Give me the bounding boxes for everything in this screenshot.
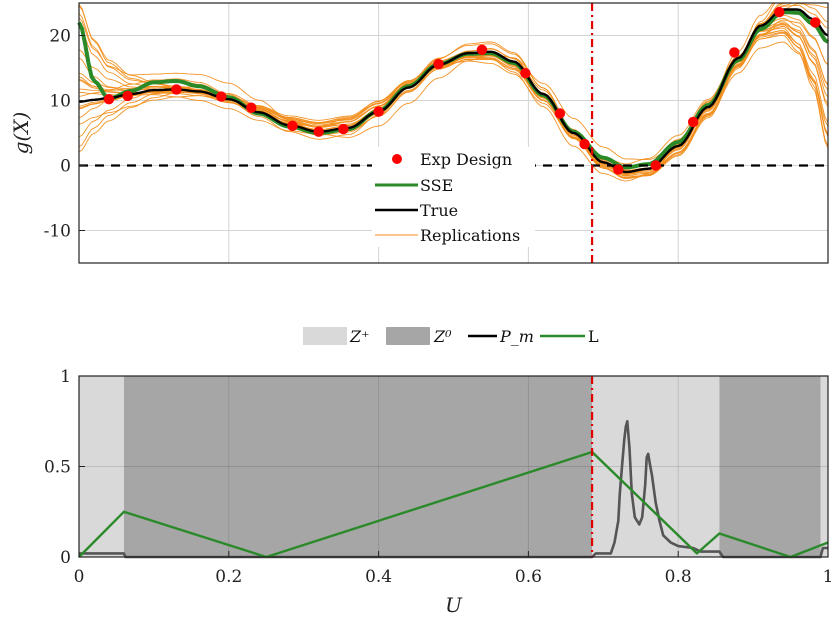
l-curve bbox=[78, 450, 829, 559]
exp-design-point-8 bbox=[373, 106, 384, 117]
bottom-x-tick-label-3: 0.6 bbox=[515, 567, 542, 587]
exp-design-point-15 bbox=[650, 160, 661, 171]
top-y-ticks: -10 0 10 20 bbox=[44, 27, 85, 242]
legend-true-label: True bbox=[420, 201, 458, 220]
exp-design-point-11 bbox=[520, 68, 531, 79]
exp-design-point-5 bbox=[287, 120, 298, 132]
exp-design-point-1 bbox=[122, 90, 133, 102]
legend-z-zero-label: Z⁰ bbox=[433, 327, 452, 346]
exp-design-point-14 bbox=[613, 164, 624, 175]
region-z-plus-4 bbox=[820, 376, 828, 557]
legend-sse-label: SSE bbox=[420, 176, 453, 195]
legend-pm-label: P_m bbox=[499, 327, 534, 346]
top-y-axis-label: g(X) bbox=[9, 112, 33, 155]
legend-l-label: L bbox=[588, 327, 599, 346]
top-y-tick-label-2: 10 bbox=[49, 92, 71, 112]
exp-design-point-3 bbox=[216, 91, 227, 102]
legend-z-plus-label: Z⁺ bbox=[349, 327, 370, 346]
top-y-tick-label-3: 20 bbox=[49, 27, 71, 47]
bottom-y-tick-label-1: 0.5 bbox=[44, 458, 71, 478]
bottom-x-ticks: 0 0.2 0.4 0.6 0.8 1 bbox=[74, 551, 834, 587]
exp-design-point-16 bbox=[687, 116, 699, 128]
region-z-plus-2 bbox=[592, 376, 720, 557]
region-z-plus-0 bbox=[79, 376, 124, 557]
exp-design-point-2 bbox=[171, 84, 182, 95]
replication-curve-15 bbox=[78, 2, 828, 176]
bottom-x-tick-label-0: 0 bbox=[74, 567, 85, 587]
bottom-panel: 0 0.2 0.4 0.6 0.8 1 00.51 U bbox=[44, 367, 833, 617]
replication-curve-3 bbox=[78, 17, 829, 161]
top-legend-box bbox=[372, 147, 535, 247]
bottom-legend: Z⁺ Z⁰ P_m L bbox=[303, 327, 599, 346]
top-legend: Exp Design SSE True Replications bbox=[372, 147, 535, 247]
bottom-y-tick-label-2: 1 bbox=[60, 367, 71, 387]
exp-design-points bbox=[103, 6, 821, 175]
replication-curve-21 bbox=[78, 21, 829, 170]
legend-replications-label: Replications bbox=[420, 226, 520, 245]
replication-curve-10 bbox=[78, 2, 828, 175]
exp-design-point-6 bbox=[313, 126, 324, 137]
legend-z-plus-swatch bbox=[303, 327, 347, 345]
bottom-x-tick-label-1: 0.2 bbox=[215, 567, 242, 587]
region-z-zero-3 bbox=[719, 376, 821, 557]
bottom-x-tick-label-2: 0.4 bbox=[365, 567, 392, 587]
legend-exp-design-marker bbox=[392, 154, 402, 164]
top-axes-frame bbox=[78, 2, 829, 264]
exp-design-point-18 bbox=[774, 6, 785, 18]
bottom-x-axis-label: U bbox=[445, 593, 463, 617]
top-y-tick-label-1: 0 bbox=[60, 157, 71, 177]
exp-design-point-7 bbox=[338, 123, 349, 135]
bottom-x-tick-label-4: 0.8 bbox=[665, 567, 692, 587]
exp-design-point-0 bbox=[103, 94, 115, 105]
exp-design-point-13 bbox=[579, 138, 590, 150]
exp-design-point-19 bbox=[810, 17, 821, 28]
exp-design-point-9 bbox=[433, 58, 444, 70]
true-curve bbox=[78, 8, 829, 174]
legend-z-zero-swatch bbox=[386, 327, 430, 345]
exp-design-point-17 bbox=[729, 47, 740, 58]
bottom-y-tick-label-0: 0 bbox=[60, 548, 71, 568]
exp-design-point-10 bbox=[476, 44, 488, 55]
top-y-tick-label-0: -10 bbox=[44, 222, 71, 242]
pm-curve bbox=[79, 419, 828, 559]
exp-design-point-12 bbox=[554, 108, 566, 119]
bottom-x-tick-label-5: 1 bbox=[823, 567, 834, 587]
top-panel: -10 0 10 20 g(X) Exp Design SSE True Replic… bbox=[9, 2, 830, 264]
bottom-grid bbox=[79, 376, 828, 557]
legend-exp-design-label: Exp Design bbox=[420, 150, 512, 169]
bottom-y-ticks: 00.51 bbox=[44, 367, 85, 568]
exp-design-point-4 bbox=[246, 102, 257, 113]
